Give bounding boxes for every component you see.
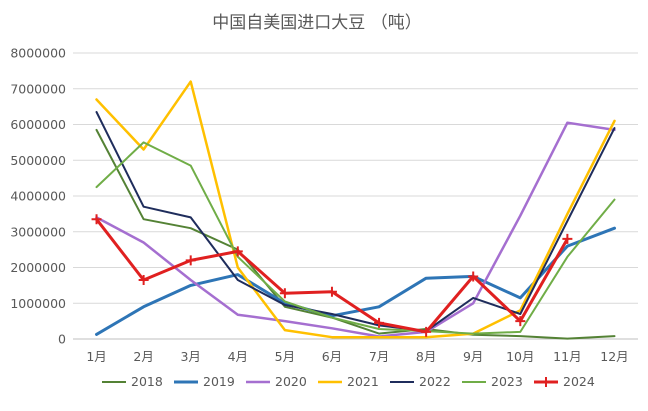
legend-item-2024: 2024 bbox=[534, 374, 595, 389]
x-tick-label: 3月 bbox=[180, 349, 200, 364]
y-tick-label: 6000000 bbox=[10, 117, 66, 132]
data-point-marker bbox=[232, 246, 243, 257]
legend-item-2022: 2022 bbox=[390, 374, 451, 389]
x-tick-label: 12月 bbox=[600, 349, 628, 364]
series-line-2021 bbox=[95, 80, 616, 339]
legend-item-2018: 2018 bbox=[102, 374, 163, 389]
data-point-marker bbox=[185, 255, 196, 266]
series-line-2022 bbox=[95, 111, 616, 333]
y-tick-label: 2000000 bbox=[10, 260, 66, 275]
data-point-marker bbox=[374, 317, 385, 328]
data-point-marker bbox=[468, 271, 479, 282]
chart-title: 中国自美国进口大豆 （吨） bbox=[212, 13, 421, 33]
x-axis-ticks: 1月 2月 3月 4月 5月 6月 7月 8月 9月 10月 11月 12月 bbox=[86, 349, 628, 364]
data-point-marker bbox=[91, 214, 102, 225]
legend-label: 2019 bbox=[203, 374, 235, 389]
data-point-marker bbox=[138, 275, 149, 286]
y-axis-ticks: 0 1000000 2000000 3000000 4000000 5000000 6000… bbox=[10, 46, 66, 347]
data-point-marker bbox=[515, 316, 526, 327]
y-tick-label: 7000000 bbox=[10, 81, 66, 96]
x-tick-label: 8月 bbox=[416, 349, 436, 364]
y-tick-label: 0 bbox=[58, 332, 66, 347]
series-line-2020 bbox=[95, 121, 616, 338]
y-tick-label: 1000000 bbox=[10, 296, 66, 311]
series-2020 bbox=[95, 121, 616, 338]
x-tick-label: 4月 bbox=[228, 349, 248, 364]
series-lines bbox=[91, 80, 616, 340]
legend-label: 2020 bbox=[275, 374, 307, 389]
y-tick-label: 4000000 bbox=[10, 189, 66, 204]
series-2024 bbox=[91, 214, 573, 337]
legend: 2018 2019 2020 2021 2022 2023 2024 bbox=[102, 374, 595, 389]
series-line-2019 bbox=[95, 226, 616, 336]
legend-label: 2021 bbox=[347, 374, 379, 389]
legend-label: 2022 bbox=[419, 374, 451, 389]
legend-marker bbox=[541, 377, 551, 387]
x-tick-label: 9月 bbox=[463, 349, 483, 364]
series-2021 bbox=[95, 80, 616, 339]
legend-label: 2024 bbox=[563, 374, 595, 389]
legend-item-2019: 2019 bbox=[174, 374, 235, 389]
legend-item-2020: 2020 bbox=[246, 374, 307, 389]
legend-item-2023: 2023 bbox=[462, 374, 523, 389]
y-tick-label: 8000000 bbox=[10, 46, 66, 61]
x-tick-label: 2月 bbox=[133, 349, 153, 364]
x-tick-label: 7月 bbox=[369, 349, 389, 364]
series-2018 bbox=[95, 128, 616, 340]
series-line-2018 bbox=[95, 128, 616, 340]
data-point-marker bbox=[562, 233, 573, 244]
gridlines bbox=[73, 52, 638, 340]
legend-label: 2023 bbox=[491, 374, 523, 389]
data-point-marker bbox=[326, 286, 337, 297]
x-tick-label: 5月 bbox=[275, 349, 295, 364]
legend-label: 2018 bbox=[131, 374, 163, 389]
series-2022 bbox=[95, 111, 616, 333]
y-tick-label: 3000000 bbox=[10, 224, 66, 239]
x-tick-label: 1月 bbox=[86, 349, 106, 364]
series-2023 bbox=[95, 141, 616, 335]
legend-item-2021: 2021 bbox=[318, 374, 379, 389]
data-point-marker bbox=[421, 326, 432, 337]
data-point-marker bbox=[279, 288, 290, 299]
series-line-2023 bbox=[95, 141, 616, 335]
x-tick-label: 6月 bbox=[322, 349, 342, 364]
series-2019 bbox=[95, 226, 616, 336]
x-tick-label: 11月 bbox=[553, 349, 581, 364]
x-tick-label: 10月 bbox=[506, 349, 534, 364]
y-tick-label: 5000000 bbox=[10, 153, 66, 168]
